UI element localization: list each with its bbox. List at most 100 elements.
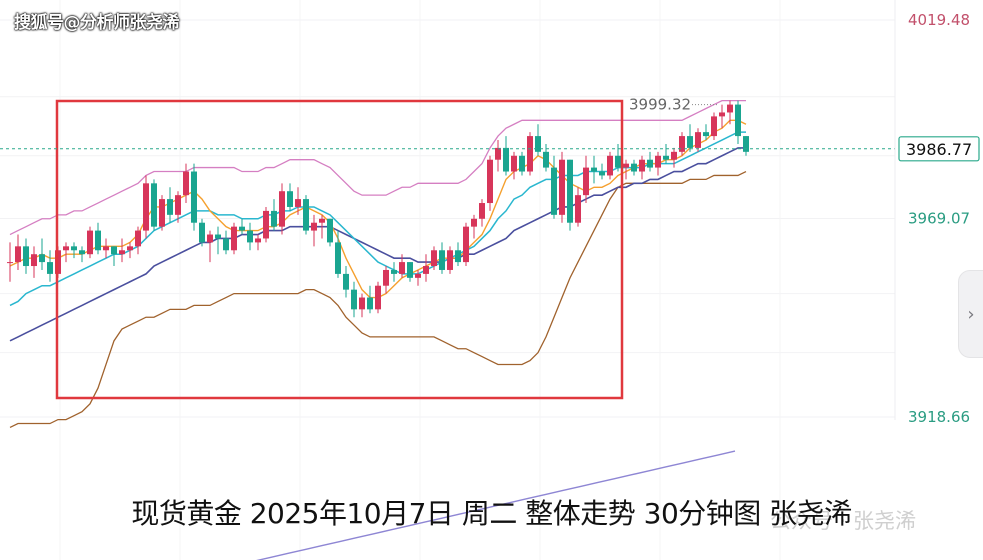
candle-body bbox=[151, 183, 157, 227]
candle-body bbox=[279, 191, 285, 227]
side-panel-toggle[interactable]: › bbox=[958, 270, 983, 358]
candle-body bbox=[407, 262, 413, 278]
candle-body bbox=[63, 246, 69, 251]
candle-body bbox=[551, 167, 557, 215]
candle-body bbox=[311, 222, 317, 231]
candle-body bbox=[423, 266, 429, 274]
candle-body bbox=[327, 218, 333, 243]
candle-body bbox=[95, 230, 101, 251]
candle-body bbox=[471, 218, 477, 227]
candle-body bbox=[303, 199, 309, 231]
candle-body bbox=[543, 151, 549, 168]
candle-body bbox=[87, 230, 93, 255]
candle-body bbox=[511, 155, 517, 172]
watermark-top: 搜狐号@分析师张尧浠 bbox=[14, 13, 180, 33]
candle-body bbox=[343, 273, 349, 290]
candle-body bbox=[183, 171, 189, 196]
current-price-tag bbox=[898, 136, 980, 162]
candle-body bbox=[487, 159, 493, 204]
candle-body bbox=[391, 269, 397, 274]
candle-body bbox=[383, 269, 389, 286]
candle-body bbox=[703, 132, 709, 137]
chevron-right-icon: › bbox=[967, 303, 975, 325]
candle-body bbox=[727, 104, 733, 113]
candle-body bbox=[375, 285, 381, 310]
candle-body bbox=[207, 234, 213, 243]
candle-body bbox=[191, 171, 197, 223]
bollinger-lower-line bbox=[9, 170, 747, 429]
candle-body bbox=[223, 238, 229, 251]
candle-body bbox=[495, 147, 501, 160]
candle-body bbox=[335, 242, 341, 274]
candle-body bbox=[575, 195, 581, 223]
candle-body bbox=[167, 199, 173, 215]
candle-body bbox=[255, 238, 261, 243]
candle-body bbox=[79, 250, 85, 255]
candle-body bbox=[447, 250, 453, 270]
candle-body bbox=[47, 262, 53, 274]
candle-body bbox=[719, 112, 725, 117]
candle-body bbox=[431, 250, 437, 267]
candle-body bbox=[679, 136, 685, 152]
bollinger-upper-line bbox=[9, 99, 746, 236]
candle-body bbox=[215, 234, 221, 239]
candle-body bbox=[135, 230, 141, 247]
candle-body bbox=[711, 116, 717, 137]
candle-body bbox=[399, 262, 405, 274]
candle-body bbox=[655, 155, 661, 168]
candle-body bbox=[239, 226, 245, 231]
candle-body bbox=[287, 191, 293, 207]
candle-body bbox=[663, 155, 669, 160]
candle-body bbox=[743, 136, 749, 152]
candle-body bbox=[647, 159, 653, 168]
candle-body bbox=[175, 195, 181, 215]
candle-body bbox=[631, 163, 637, 172]
candle-body bbox=[639, 159, 645, 172]
candle-body bbox=[199, 222, 205, 243]
current-price-label: 3986.77 bbox=[906, 140, 972, 159]
candle-body bbox=[527, 136, 533, 172]
candle-body bbox=[15, 246, 21, 263]
candle-body bbox=[103, 246, 109, 251]
ma-orange-line bbox=[9, 119, 747, 299]
chart-caption: 现货黄金 2025年10月7日 周二 整体走势 30分钟图 张尧浠 bbox=[131, 497, 852, 530]
candle-body bbox=[71, 246, 77, 251]
candle-body bbox=[519, 155, 525, 172]
candle-body bbox=[7, 262, 13, 264]
candle-body bbox=[735, 104, 741, 137]
candle-body bbox=[263, 210, 269, 239]
y-tick-label: 4019.48 bbox=[908, 11, 970, 29]
candle-body bbox=[503, 147, 509, 172]
candle-body bbox=[367, 297, 373, 310]
candle-body bbox=[559, 159, 565, 215]
high-annotation: 3999.32 bbox=[629, 96, 691, 114]
candle-body bbox=[687, 136, 693, 148]
candle-body bbox=[127, 246, 133, 251]
candle-body bbox=[359, 297, 365, 310]
candle-body bbox=[159, 199, 165, 227]
candle-body bbox=[455, 250, 461, 263]
y-tick-label: 3918.66 bbox=[908, 408, 970, 426]
highlight-box bbox=[55, 99, 624, 400]
candle-body bbox=[439, 250, 445, 270]
candle-body bbox=[23, 246, 29, 267]
candle-body bbox=[671, 151, 677, 160]
candle-body bbox=[607, 155, 613, 176]
candle-body bbox=[695, 132, 701, 148]
candle-body bbox=[535, 136, 541, 152]
candle-body bbox=[567, 159, 573, 223]
watermark-bottom: 公众号 · 张尧浠 bbox=[770, 509, 917, 533]
candle-body bbox=[463, 226, 469, 263]
candle-body bbox=[143, 183, 149, 231]
candle-body bbox=[271, 210, 277, 227]
ma-navy-line bbox=[9, 147, 746, 342]
candle-body bbox=[39, 254, 45, 263]
long-ma-line bbox=[256, 450, 736, 560]
candle-body bbox=[119, 250, 125, 255]
candle-body bbox=[583, 167, 589, 196]
candle-body bbox=[319, 218, 325, 223]
candle-body bbox=[615, 155, 621, 168]
candle-body bbox=[351, 289, 357, 310]
candle-body bbox=[623, 163, 629, 168]
